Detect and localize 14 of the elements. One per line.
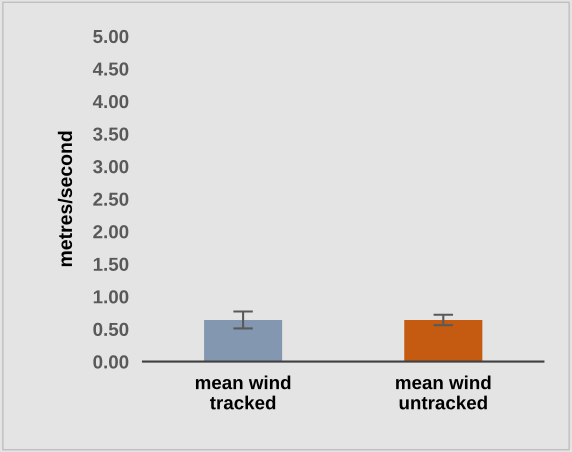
y-tick-label: 5.00 [93,30,128,44]
y-tick-label: 1.00 [94,290,128,304]
y-axis-title: metres/second [58,132,72,266]
y-tick-label: 2.00 [93,225,128,238]
y-tick-label: 4.50 [92,62,128,76]
y-tick-label: 3.50 [93,127,128,141]
x-tick-label: mean wind untracked [396,375,491,410]
y-tick-label: 0.50 [93,322,128,336]
x-tick-label: mean wind tracked [196,375,290,410]
y-tick-label: 3.00 [93,160,128,174]
y-tick-label: 0.00 [93,355,128,369]
y-tick-label: 1.50 [94,258,128,271]
y-tick-label: 4.00 [92,94,128,108]
y-tick-label: 2.50 [93,192,128,206]
